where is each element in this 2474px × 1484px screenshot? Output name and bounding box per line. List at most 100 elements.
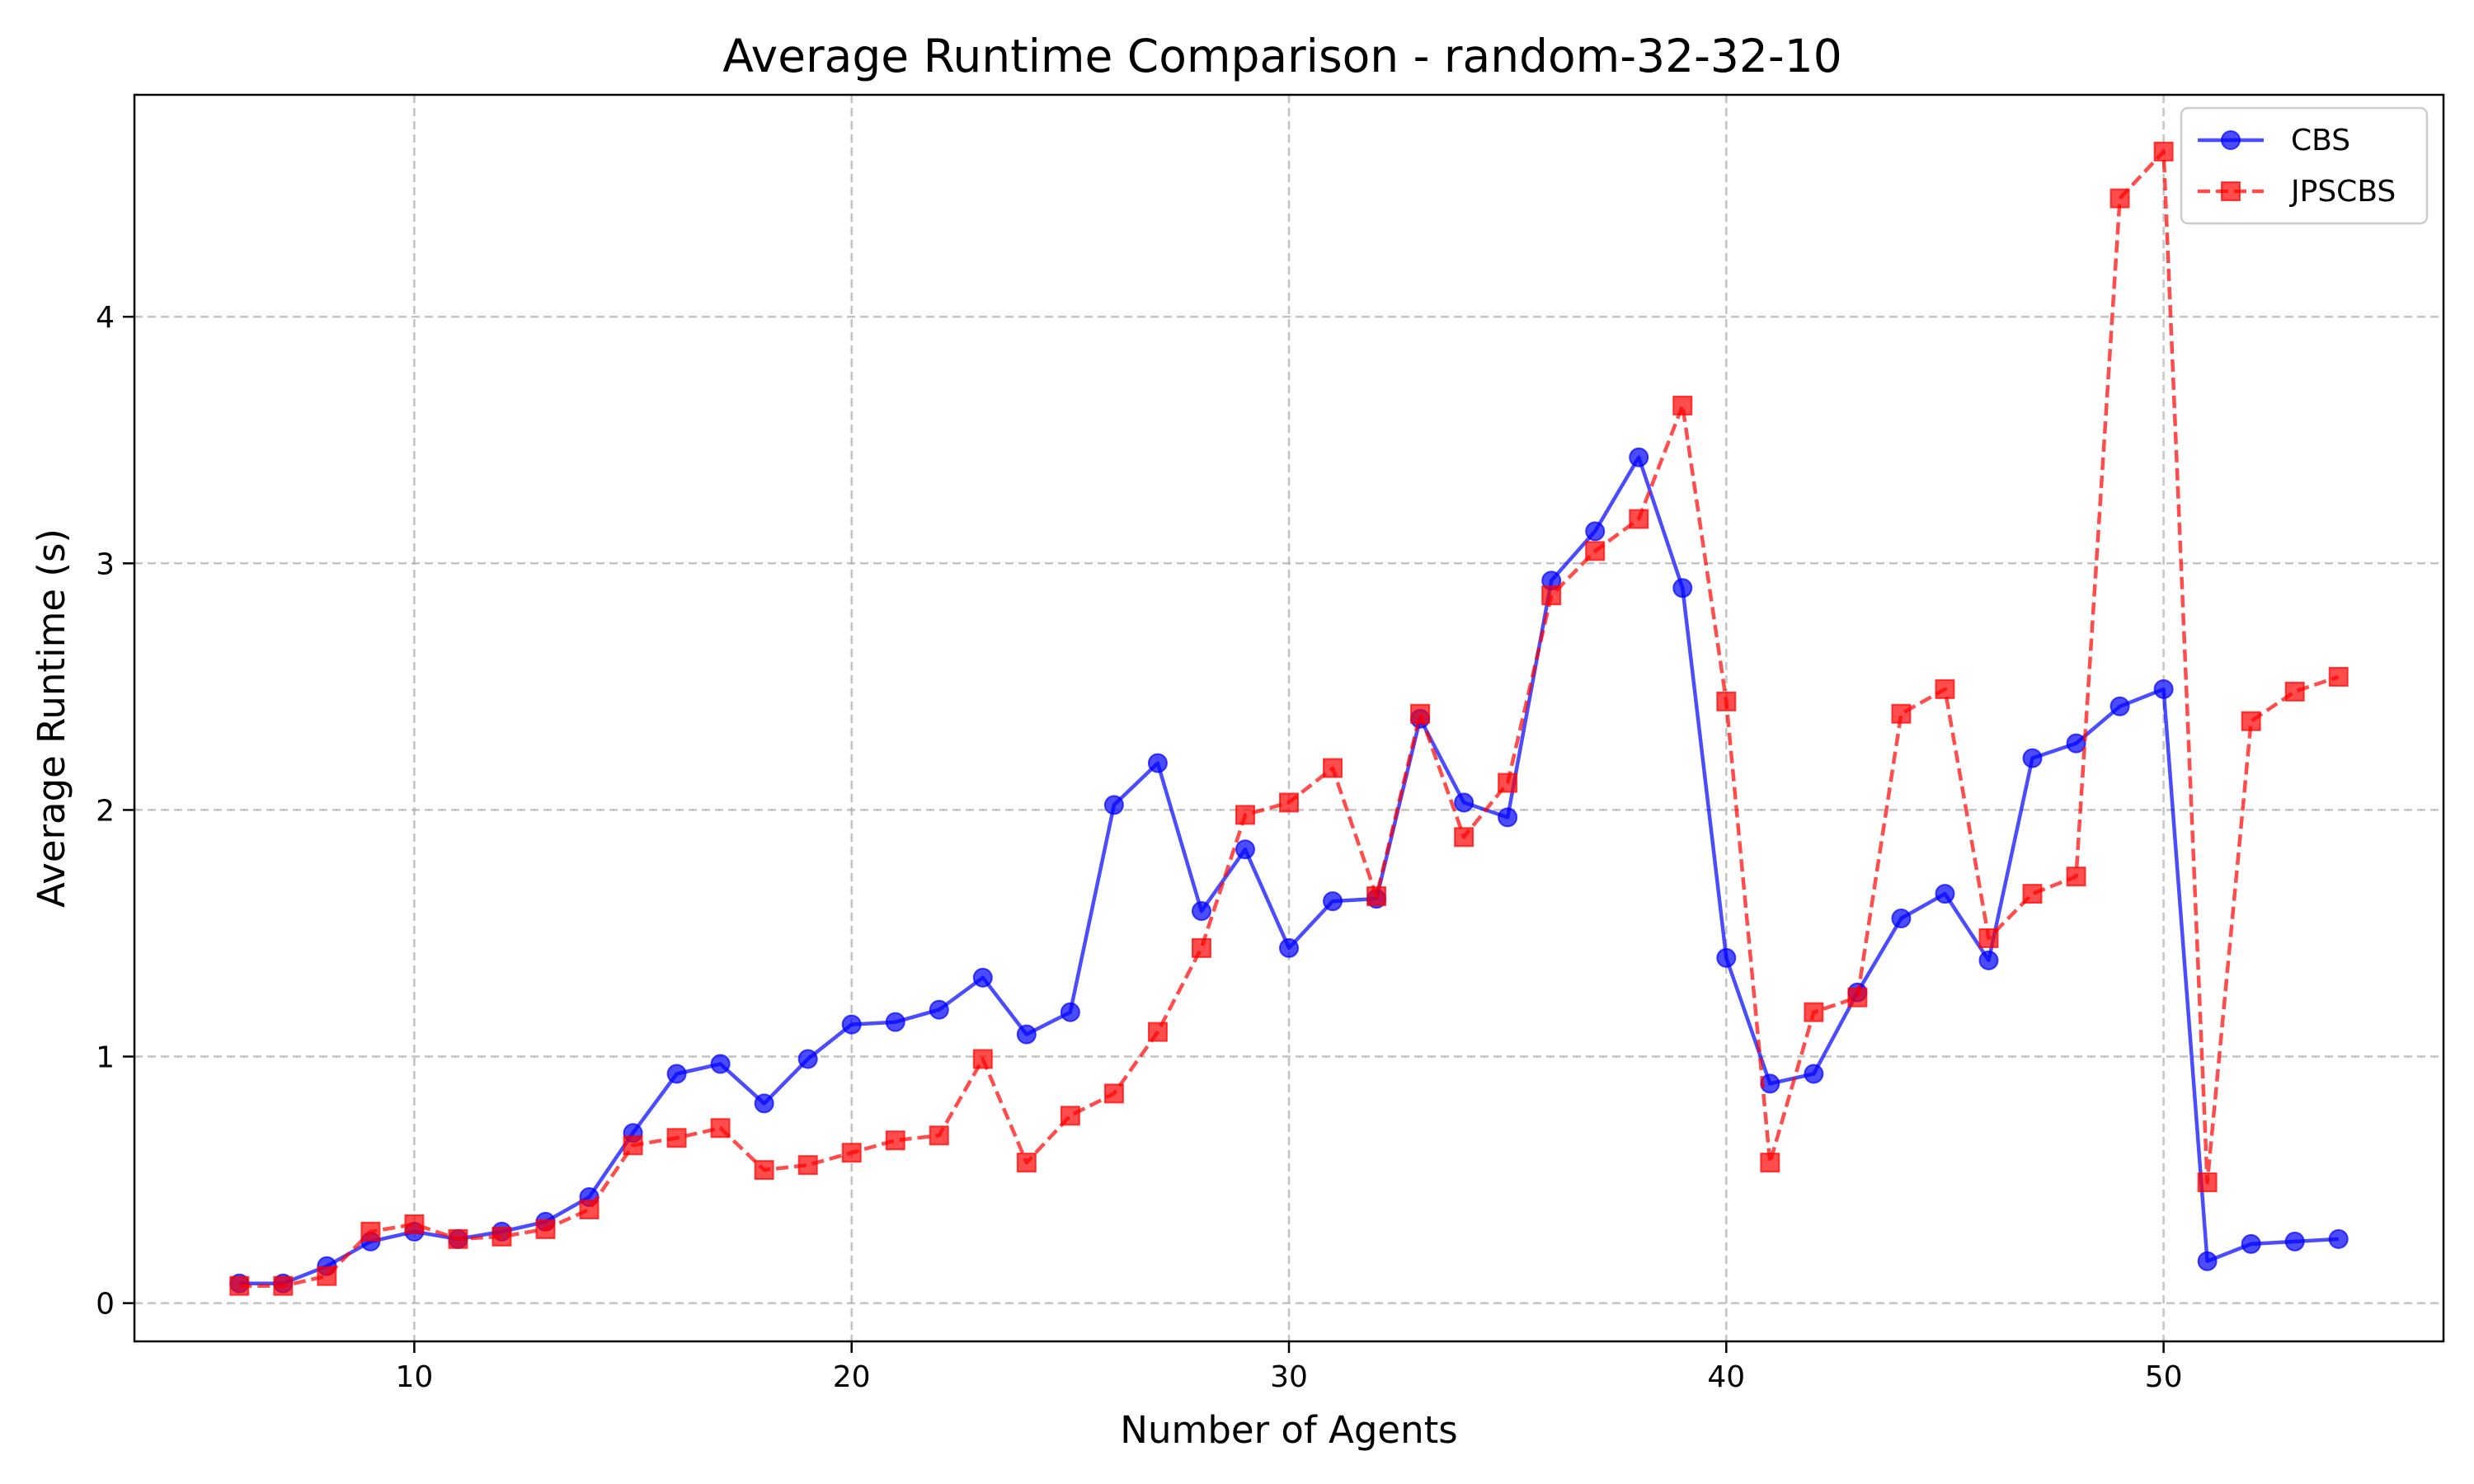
data-point-jpscbs: [1366, 886, 1387, 907]
legend-box: [2180, 106, 2429, 225]
data-point-jpscbs: [1103, 1083, 1124, 1104]
data-point-cbs: [1804, 1064, 1824, 1084]
data-point-cbs: [2284, 1231, 2305, 1252]
y-tick-label: 3: [96, 547, 115, 581]
y-tick-label: 0: [96, 1288, 115, 1322]
data-point-jpscbs: [1891, 703, 1912, 724]
data-point-cbs: [1672, 578, 1693, 599]
data-point-jpscbs: [535, 1219, 556, 1239]
series-line-cbs: [239, 455, 2339, 1285]
data-point-jpscbs: [885, 1130, 905, 1151]
data-point-cbs: [2022, 748, 2043, 768]
data-point-jpscbs: [2109, 188, 2130, 209]
legend-entry-jpscbs: JPSCBS: [2198, 175, 2396, 209]
data-point-cbs: [1060, 1002, 1080, 1022]
data-point-jpscbs: [2284, 681, 2305, 702]
data-point-jpscbs: [754, 1160, 774, 1181]
data-point-cbs: [2153, 679, 2174, 699]
data-point-cbs: [1191, 901, 1211, 922]
y-tick-label: 4: [96, 301, 115, 335]
data-point-jpscbs: [797, 1155, 818, 1176]
data-point-jpscbs: [2241, 711, 2261, 731]
plot-frame: [133, 93, 2445, 1343]
data-point-cbs: [2066, 733, 2086, 754]
data-point-jpscbs: [972, 1049, 993, 1069]
axis-ticks: 10 20 30 40 50 0 1 2 3 4: [96, 301, 2182, 1394]
data-point-jpscbs: [1629, 509, 1649, 529]
data-point-jpscbs: [929, 1125, 949, 1146]
data-point-jpscbs: [710, 1118, 731, 1139]
data-point-cbs: [929, 999, 949, 1020]
x-tick-label: 50: [2145, 1360, 2183, 1394]
data-point-cbs: [2241, 1233, 2261, 1254]
data-point-jpscbs: [2153, 141, 2174, 162]
data-point-cbs: [1323, 891, 1343, 912]
data-point-cbs: [1279, 937, 1299, 958]
data-point-cbs: [1454, 792, 1475, 813]
data-point-cbs: [710, 1054, 731, 1074]
data-point-cbs: [2328, 1228, 2349, 1249]
y-axis-label: Average Runtime (s): [30, 528, 73, 908]
data-point-cbs: [1235, 839, 1255, 860]
data-point-cbs: [1498, 807, 1518, 828]
data-point-cbs: [2109, 696, 2130, 716]
legend-entry-cbs: CBS: [2198, 124, 2350, 157]
data-point-jpscbs: [448, 1228, 468, 1249]
legend-label-cbs: CBS: [2291, 124, 2350, 157]
data-point-cbs: [754, 1093, 774, 1114]
data-point-cbs: [1585, 521, 1606, 542]
data-point-jpscbs: [1804, 1002, 1824, 1022]
data-point-cbs: [1103, 795, 1124, 815]
data-point-jpscbs: [623, 1135, 643, 1156]
data-point-jpscbs: [1498, 773, 1518, 793]
data-point-jpscbs: [2022, 884, 2043, 904]
data-point-jpscbs: [404, 1214, 425, 1234]
data-point-jpscbs: [1716, 691, 1737, 711]
data-point-jpscbs: [1060, 1106, 1080, 1126]
y-tick-label: 1: [96, 1041, 115, 1075]
data-point-jpscbs: [1978, 928, 1999, 948]
data-point-cbs: [1629, 447, 1649, 467]
data-point-jpscbs: [492, 1226, 512, 1247]
data-point-jpscbs: [841, 1143, 862, 1163]
data-point-cbs: [1147, 753, 1168, 773]
grid-lines: [134, 95, 2443, 1341]
data-point-jpscbs: [666, 1128, 687, 1148]
data-point-jpscbs: [1323, 758, 1343, 778]
data-point-jpscbs: [1016, 1153, 1037, 1173]
data-point-jpscbs: [2066, 866, 2086, 887]
data-point-cbs: [885, 1012, 905, 1032]
data-point-jpscbs: [1147, 1021, 1168, 1042]
data-point-cbs: [972, 967, 993, 988]
series-layer: [229, 141, 2349, 1296]
chart-title: Average Runtime Comparison - random-32-3…: [722, 30, 1841, 82]
data-point-cbs: [2197, 1251, 2218, 1271]
legend-marker-cbs: [2221, 130, 2241, 150]
data-point-jpscbs: [360, 1221, 381, 1242]
data-point-jpscbs: [317, 1266, 337, 1286]
data-point-jpscbs: [1935, 679, 1955, 699]
x-tick-label: 20: [833, 1360, 871, 1394]
legend-label-jpscbs: JPSCBS: [2289, 175, 2396, 209]
data-point-cbs: [1891, 909, 1912, 929]
data-point-cbs: [666, 1064, 687, 1084]
data-point-jpscbs: [1672, 395, 1693, 416]
x-tick-label: 10: [395, 1360, 433, 1394]
data-point-jpscbs: [1235, 805, 1255, 825]
legend: CBS JPSCBS: [2180, 106, 2429, 225]
data-point-jpscbs: [1847, 987, 1868, 1007]
data-point-jpscbs: [1541, 585, 1562, 606]
series-jpscbs: [229, 141, 2349, 1296]
data-point-cbs: [1016, 1024, 1037, 1045]
data-point-jpscbs: [2197, 1172, 2218, 1193]
x-axis-label: Number of Agents: [1120, 1408, 1457, 1452]
data-point-jpscbs: [1585, 541, 1606, 561]
data-point-jpscbs: [2328, 666, 2349, 687]
data-point-cbs: [1935, 884, 1955, 904]
data-point-jpscbs: [1279, 792, 1299, 813]
data-point-jpscbs: [1760, 1153, 1780, 1173]
x-tick-label: 40: [1707, 1360, 1745, 1394]
data-point-jpscbs: [273, 1275, 294, 1296]
data-point-cbs: [841, 1014, 862, 1035]
data-point-jpscbs: [229, 1275, 250, 1296]
